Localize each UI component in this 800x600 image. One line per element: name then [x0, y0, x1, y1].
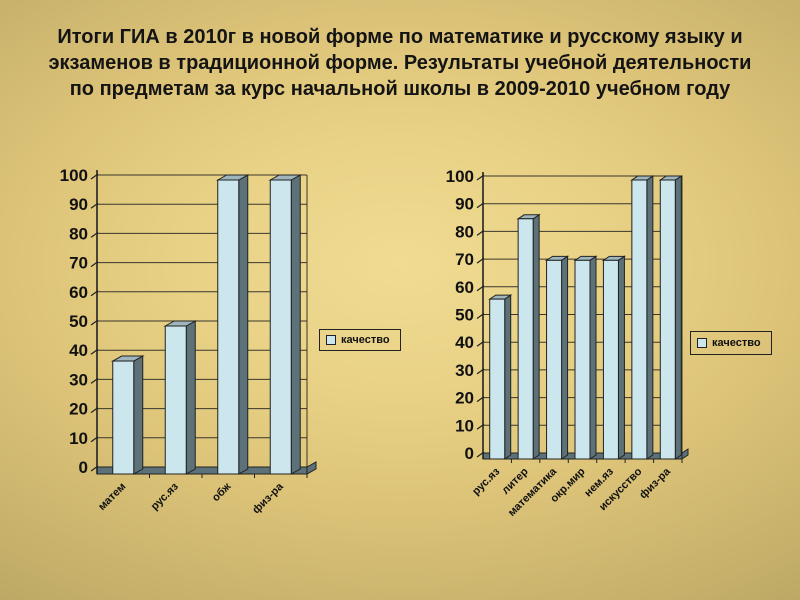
bar — [574, 259, 591, 460]
series-color-swatch — [697, 338, 707, 348]
left-bar-chart: 0 10 20 30 40 50 60 70 80 90 100 матем рус.яз обж физ-… — [60, 166, 317, 516]
bar-side-face — [185, 320, 196, 475]
bar-side-face — [561, 255, 569, 460]
y-tick-label: 100 — [60, 166, 88, 185]
bar-side-face — [674, 175, 682, 460]
bar — [631, 179, 648, 460]
bar — [602, 259, 619, 460]
y-tick-label: 90 — [455, 195, 474, 214]
y-tick-label: 10 — [455, 416, 474, 435]
left-chart-legend: качество — [319, 329, 401, 351]
bar-side-face — [504, 294, 512, 460]
bar — [489, 298, 506, 460]
y-tick-label: 0 — [465, 444, 474, 463]
y-tick-label: 30 — [69, 370, 88, 389]
bar — [517, 218, 534, 460]
bar — [269, 179, 292, 475]
y-tick-label: 70 — [69, 254, 88, 273]
y-tick-label: 50 — [455, 306, 474, 325]
bar-side-face — [617, 255, 625, 460]
bar — [164, 325, 187, 475]
bar-side-face — [133, 355, 144, 475]
chart-floor-side — [306, 461, 317, 475]
y-tick-label: 80 — [455, 222, 474, 241]
bar — [659, 179, 676, 460]
y-tick-label: 30 — [455, 361, 474, 380]
category-label: матем — [96, 481, 128, 513]
right-chart-legend: качество — [690, 331, 772, 355]
y-tick-label: 0 — [79, 458, 88, 477]
bar-side-face — [238, 174, 249, 475]
y-tick-label: 90 — [69, 195, 88, 214]
y-tick-label: 40 — [69, 341, 88, 360]
bar-side-face — [646, 175, 654, 460]
y-tick-label: 50 — [69, 312, 88, 331]
category-label: рус.яз — [149, 480, 182, 513]
right-bar-chart: 0102030405060708090100рус.язлитерматемат… — [446, 167, 689, 519]
legend-label: качество — [341, 334, 390, 346]
y-tick-label: 10 — [69, 429, 88, 448]
y-tick-label: 100 — [446, 167, 474, 186]
y-tick-label: 70 — [455, 250, 474, 269]
bar-side-face — [290, 174, 301, 475]
y-tick-label: 20 — [455, 389, 474, 408]
y-tick-label: 80 — [69, 224, 88, 243]
y-tick-label: 60 — [69, 283, 88, 302]
y-tick-label: 20 — [69, 400, 88, 419]
category-label: рус.яз — [470, 465, 503, 498]
slide-title: Итоги ГИА в 2010г в новой форме по матем… — [48, 26, 752, 100]
category-label: обж — [210, 480, 234, 504]
bar — [546, 259, 563, 460]
chart-floor-side — [681, 448, 689, 460]
bar — [217, 179, 240, 475]
series-color-swatch — [326, 335, 336, 345]
bar — [112, 360, 135, 475]
category-label: физ-ра — [250, 480, 286, 516]
y-tick-label: 60 — [455, 278, 474, 297]
bar-side-face — [589, 255, 597, 460]
bar-side-face — [532, 213, 540, 460]
legend-label: качество — [712, 337, 761, 349]
category-label: физ-ра — [637, 465, 673, 501]
y-tick-label: 40 — [455, 333, 474, 352]
